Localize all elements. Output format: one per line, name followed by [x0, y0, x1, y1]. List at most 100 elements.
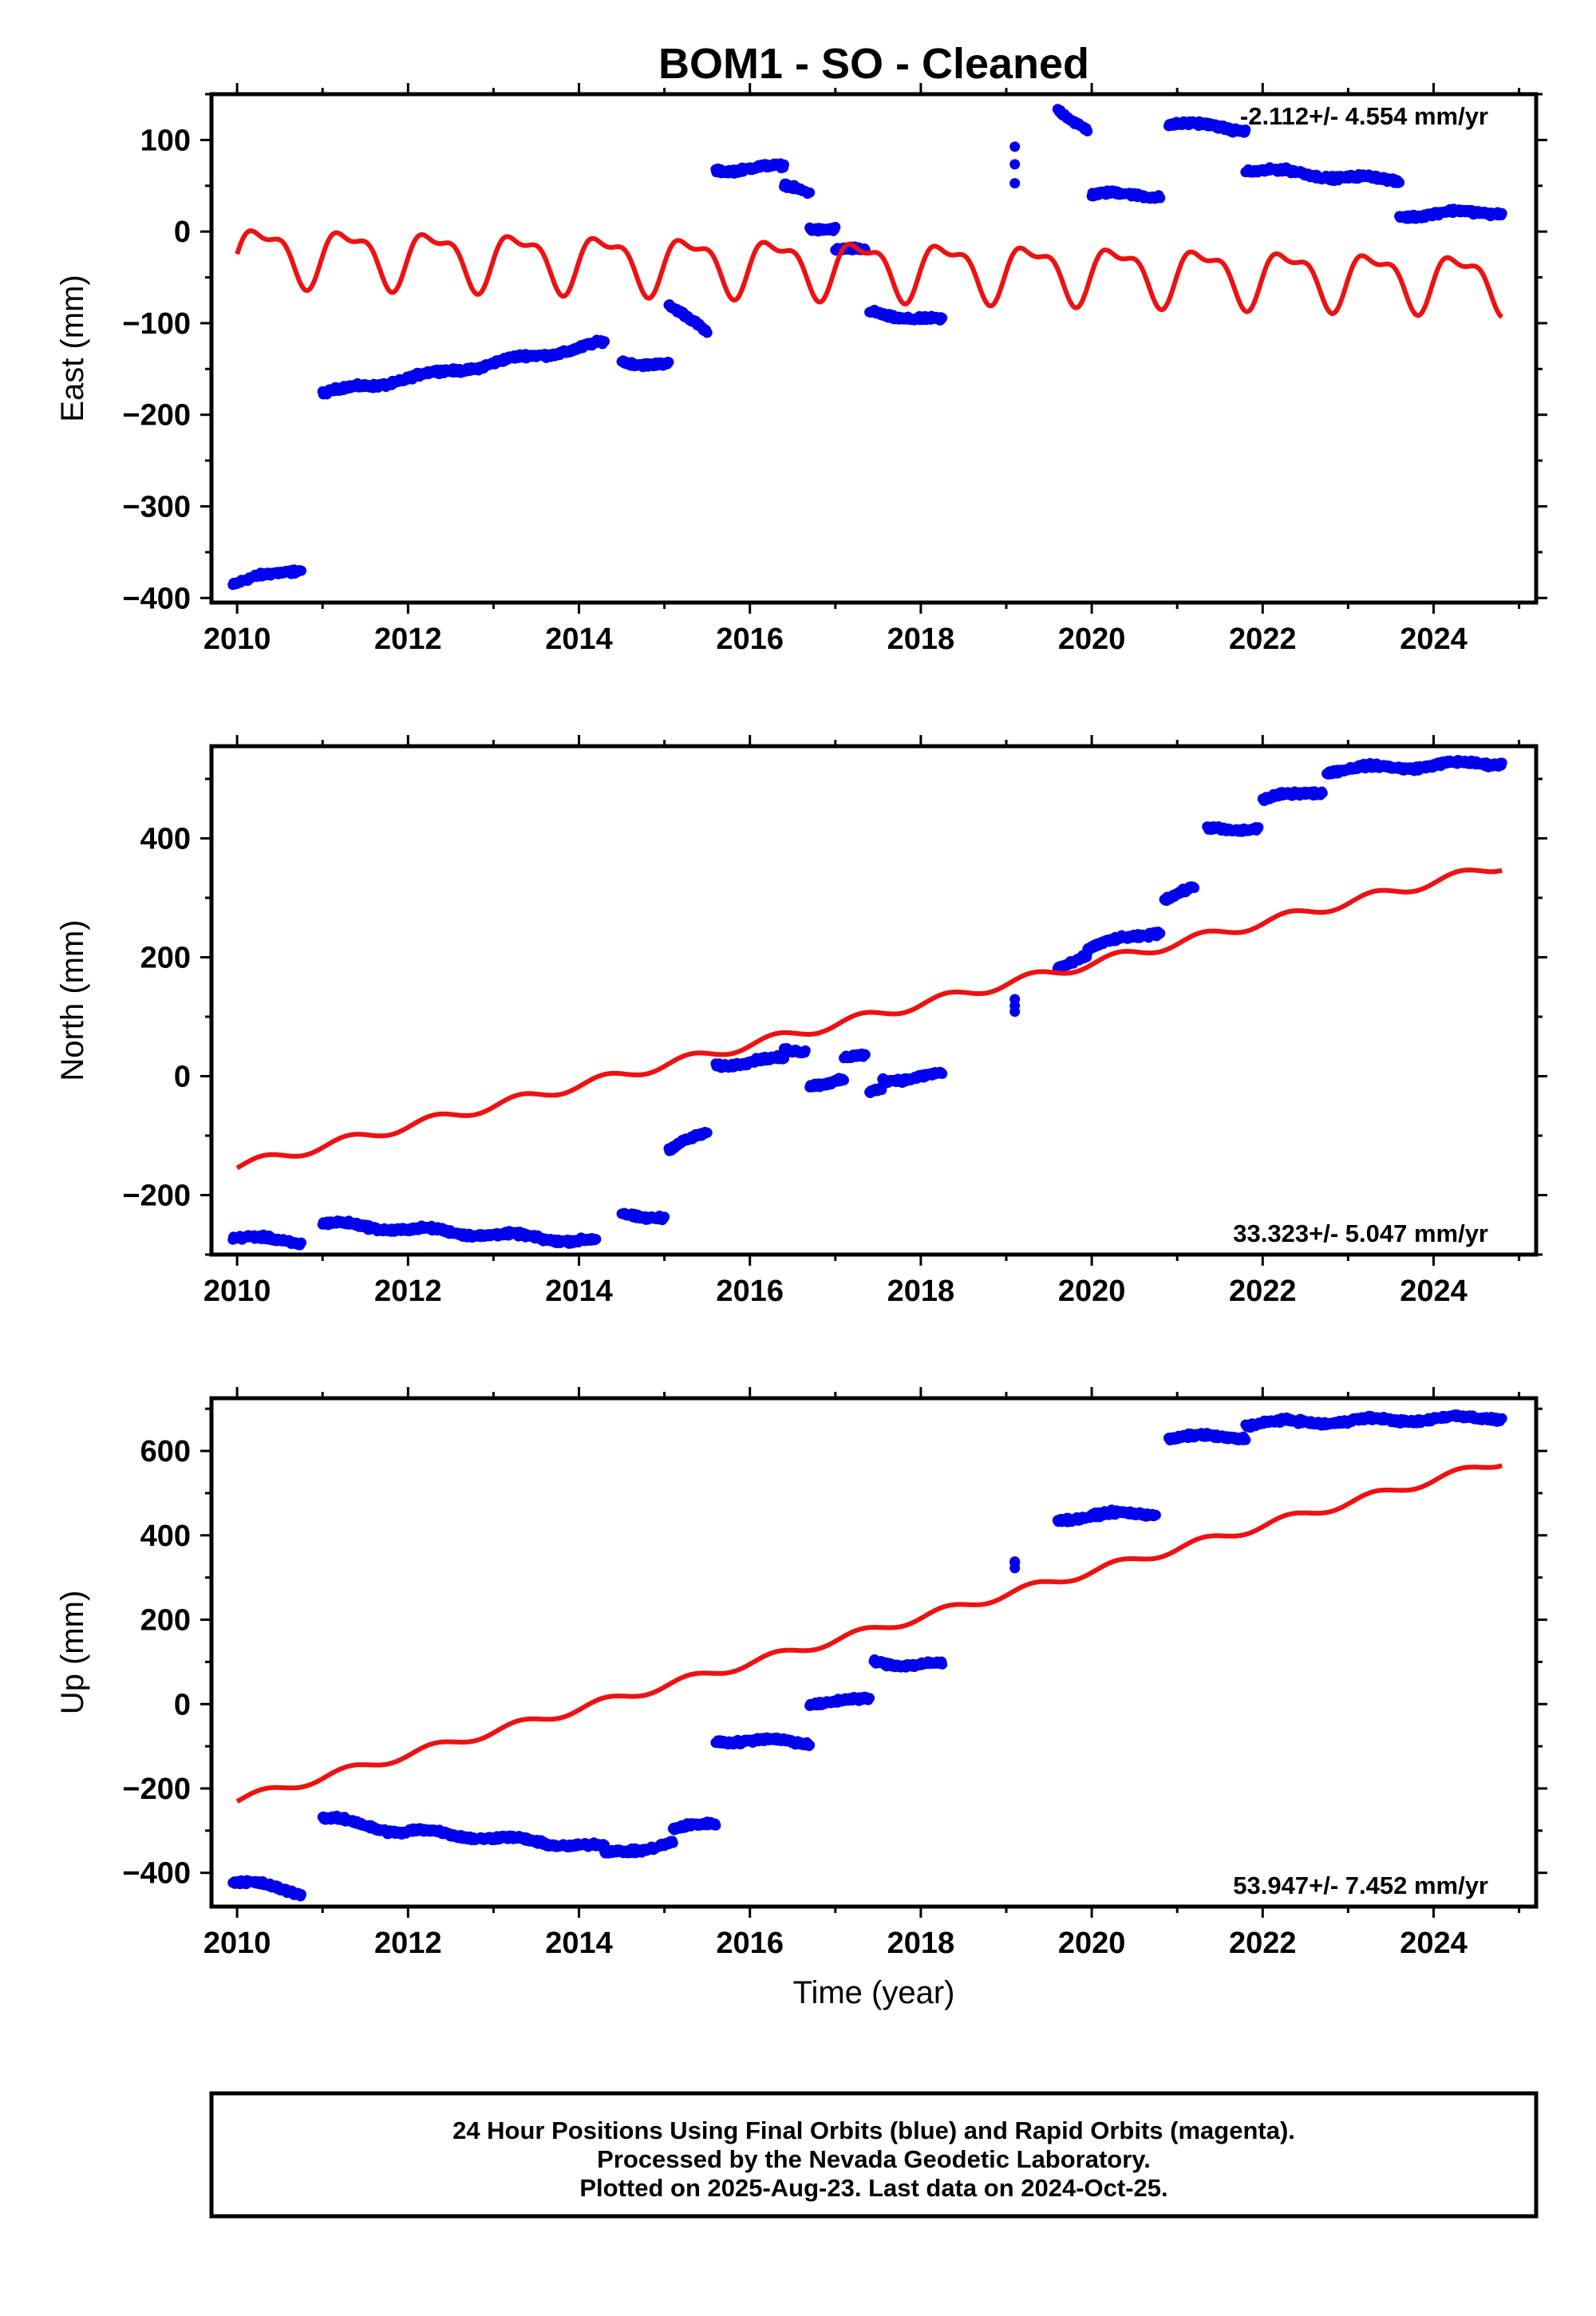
east-point — [1394, 177, 1405, 188]
up-segment-4 — [667, 1816, 721, 1836]
east-y-tick-label: −300 — [122, 490, 191, 524]
east-point — [1009, 178, 1021, 189]
east-point — [701, 327, 713, 338]
east-segment-12 — [1163, 116, 1251, 138]
east-point — [1155, 192, 1166, 204]
north-x-tick-label: 2016 — [716, 1275, 784, 1308]
north-plot-frame — [209, 744, 1539, 1257]
north-segment-15 — [1257, 786, 1328, 806]
up-y-tick-label: 200 — [140, 1604, 191, 1638]
north-model-line — [235, 868, 1503, 1171]
east-segment-5 — [779, 178, 816, 200]
north-point — [1317, 788, 1328, 799]
north-y-tick-label: 400 — [140, 822, 191, 856]
north-x-tick-label: 2020 — [1058, 1275, 1126, 1308]
north-x-axis: 2010 2012 2014 2016 2018 2020 2022 2024 — [203, 735, 1521, 1308]
north-segment-11 — [1052, 947, 1093, 974]
north-point — [1253, 822, 1264, 833]
up-panel: 2010 2012 2014 2016 2018 2020 2022 2024−400−200… — [55, 1387, 1547, 1960]
up-x-tick-label: 2016 — [716, 1927, 784, 1960]
north-segment-1 — [317, 1215, 602, 1249]
east-rate-label: -2.112+/- 4.554 mm/yr — [1240, 102, 1488, 130]
east-data-layer — [227, 104, 1507, 591]
north-data-layer — [227, 755, 1507, 1251]
up-data-layer — [227, 1409, 1507, 1902]
east-plot-frame — [209, 92, 1539, 605]
footer-line-3: Plotted on 2025-Aug-23. Last data on 202… — [579, 2174, 1167, 2202]
east-y-tick-label: 0 — [174, 215, 191, 249]
east-segment-13 — [1240, 162, 1405, 188]
east-y-tick-label: −400 — [122, 582, 191, 615]
north-point — [1189, 883, 1200, 893]
east-segment-8 — [864, 304, 948, 326]
up-point — [1009, 1563, 1021, 1574]
east-point — [1009, 159, 1021, 170]
north-segment-6 — [804, 1073, 849, 1093]
north-point — [859, 1049, 871, 1060]
east-point — [1240, 124, 1251, 135]
up-x-tick-label: 2010 — [203, 1927, 271, 1960]
east-point — [663, 357, 674, 368]
north-x-tick-label: 2012 — [374, 1275, 442, 1308]
east-point — [937, 312, 948, 323]
north-point — [1009, 1006, 1021, 1018]
east-segment-4 — [710, 158, 789, 179]
up-segment-6 — [804, 1691, 875, 1711]
north-x-tick-label: 2010 — [203, 1275, 271, 1308]
north-point — [701, 1127, 713, 1138]
east-x-tick-label: 2022 — [1229, 622, 1297, 656]
east-segment-0 — [227, 564, 306, 591]
up-point — [1240, 1434, 1251, 1445]
up-segment-10 — [1163, 1428, 1251, 1446]
east-model-line — [235, 228, 1503, 319]
north-segment-2 — [616, 1207, 670, 1226]
east-segment-6 — [804, 222, 841, 237]
north-panel: 2010 2012 2014 2016 2018 2020 2022 2024−2000200… — [55, 735, 1547, 1308]
up-segment-8 — [1009, 1556, 1021, 1574]
east-x-tick-label: 2014 — [545, 622, 613, 656]
east-y-axis-label: East (mm) — [55, 275, 90, 421]
up-segment-0 — [227, 1875, 306, 1902]
up-segment-9 — [1052, 1504, 1161, 1528]
east-y-tick-label: 100 — [140, 124, 191, 157]
x-axis-label: Time (year) — [793, 1975, 955, 2010]
east-segment-10 — [1052, 104, 1093, 136]
up-point — [864, 1693, 875, 1704]
east-point — [1082, 125, 1093, 136]
up-plot-frame — [209, 1396, 1539, 1909]
north-x-tick-label: 2014 — [545, 1275, 613, 1308]
up-x-tick-label: 2012 — [374, 1927, 442, 1960]
up-segment-11 — [1240, 1409, 1507, 1433]
up-x-tick-label: 2018 — [887, 1927, 955, 1960]
north-segment-12 — [1082, 927, 1166, 954]
east-x-tick-label: 2010 — [203, 622, 271, 656]
east-y-tick-label: −200 — [122, 399, 191, 433]
east-segment-1 — [317, 334, 610, 400]
up-y-tick-label: −400 — [122, 1857, 191, 1891]
north-segment-9 — [877, 1066, 948, 1089]
north-x-tick-label: 2024 — [1400, 1275, 1468, 1308]
up-x-tick-label: 2014 — [545, 1927, 613, 1960]
north-x-tick-label: 2018 — [887, 1275, 955, 1308]
east-point — [779, 159, 789, 170]
north-point — [1496, 757, 1507, 769]
up-point — [296, 1889, 306, 1900]
east-x-tick-label: 2018 — [887, 622, 955, 656]
up-rate-label: 53.947+/- 7.452 mm/yr — [1233, 1871, 1488, 1899]
east-x-tick-label: 2020 — [1058, 622, 1126, 656]
footer-line-2: Processed by the Nevada Geodetic Laborat… — [597, 2145, 1151, 2173]
up-x-tick-label: 2020 — [1058, 1927, 1126, 1960]
north-segment-7 — [839, 1048, 871, 1064]
east-x-tick-label: 2024 — [1400, 622, 1468, 656]
east-point — [830, 222, 841, 232]
north-segment-0 — [227, 1229, 306, 1251]
up-segment-7 — [868, 1654, 948, 1673]
up-point — [804, 1740, 816, 1751]
east-panel: 2010 2012 2014 2016 2018 2020 2022 2024−400−300… — [55, 83, 1547, 656]
up-segment-3 — [599, 1836, 678, 1859]
up-y-axis-label: Up (mm) — [55, 1591, 90, 1715]
north-segment-5 — [779, 1043, 811, 1059]
east-segment-9 — [1009, 141, 1021, 189]
